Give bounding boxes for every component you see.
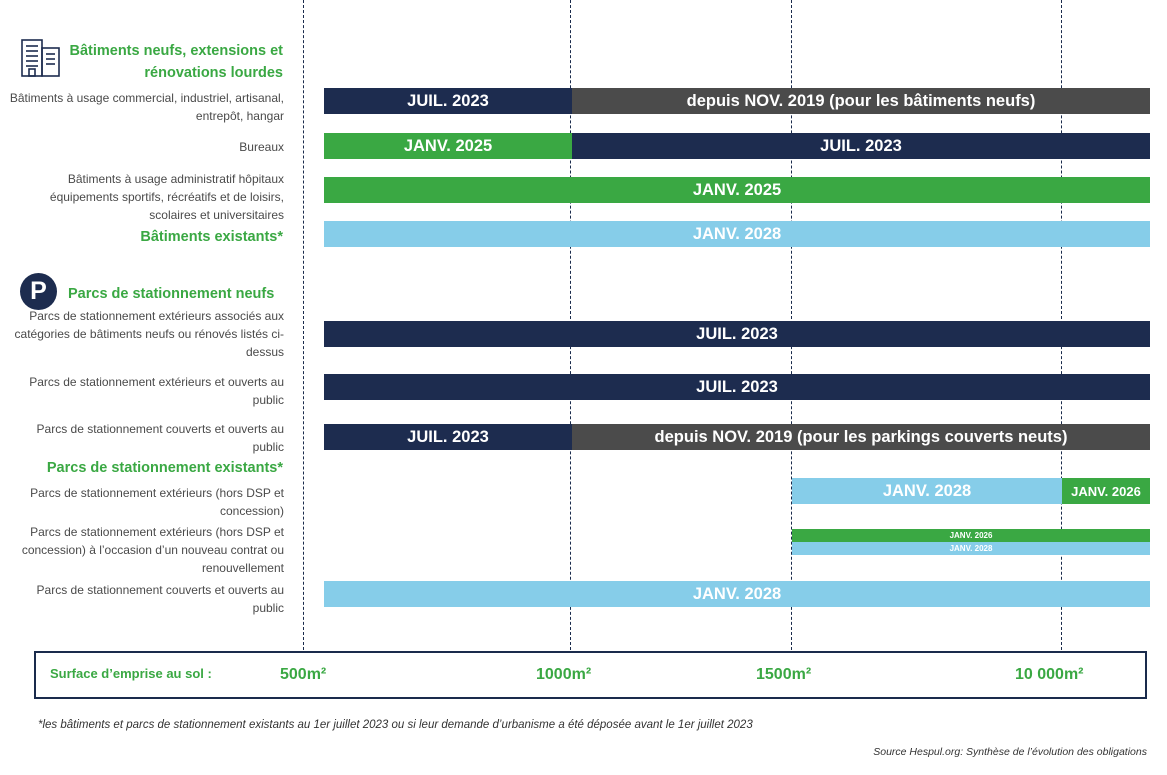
parking-icon: P <box>20 273 57 310</box>
threshold-line-500 <box>303 0 304 650</box>
row-label-bureaux: Bureaux <box>239 140 284 154</box>
row-label-parking-associes: Parcs de stationnement extérieurs associ… <box>14 309 284 359</box>
bar-bureaux-juil2023: JUIL. 2023 <box>572 133 1150 159</box>
row-label-parking-existants-ext: Parcs de stationnement extérieurs (hors … <box>30 486 284 518</box>
footnote: *les bâtiments et parcs de stationnement… <box>38 719 753 731</box>
row-label-administratif: Bâtiments à usage administratif hôpitaux… <box>49 172 284 222</box>
section-existing-parkings: Parcs de stationnement existants* <box>46 460 283 476</box>
tick-10000: 10 000m² <box>1015 666 1084 683</box>
bar-parking-couverts-janv2028: JANV. 2028 <box>324 581 1150 607</box>
building-icon <box>21 39 60 77</box>
surface-axis-title: Surface d’emprise au sol : <box>50 666 212 681</box>
source-credit: Source Hespul.org: Synthèse de l’évoluti… <box>873 746 1147 758</box>
parking-icon-letter: P <box>30 277 47 305</box>
bar-parking-couverts-juil2023: JUIL. 2023 <box>324 424 572 450</box>
row-label-parking-existants-couverts: Parcs de stationnement couverts et ouver… <box>36 583 284 615</box>
bar-administratif-janv2025: JANV. 2025 <box>324 177 1150 203</box>
bar-commercial-nov2019: depuis NOV. 2019 (pour les bâtiments neu… <box>572 88 1150 114</box>
bar-parking-ext-janv2028: JANV. 2028 <box>792 478 1062 504</box>
bar-parking-associes-juil2023: JUIL. 2023 <box>324 321 1150 347</box>
row-label-parking-couverts: Parcs de stationnement couverts et ouver… <box>36 422 284 454</box>
bar-commercial-juil2023: JUIL. 2023 <box>324 88 572 114</box>
tick-500: 500m² <box>280 666 327 683</box>
section-existing-buildings: Bâtiments existants* <box>140 229 283 245</box>
bar-existants-janv2028: JANV. 2028 <box>324 221 1150 247</box>
row-label-parking-existants-contrat: Parcs de stationnement extérieurs (hors … <box>21 525 284 575</box>
row-label-parking-ouverts: Parcs de stationnement extérieurs et ouv… <box>29 375 284 407</box>
bar-parking-ext-janv2026: JANV. 2026 <box>1062 478 1150 504</box>
bar-bureaux-janv2025: JANV. 2025 <box>324 133 572 159</box>
section-new-parkings: Parcs de stationnement neufs <box>68 286 275 302</box>
tick-1500: 1500m² <box>756 666 812 683</box>
bar-parking-contrat-janv2028: JANV. 2028 <box>792 542 1150 555</box>
section-new-buildings: Bâtiments neufs, extensions et rénovatio… <box>69 43 283 81</box>
row-label-commercial: Bâtiments à usage commercial, industriel… <box>9 91 284 123</box>
bar-parking-couverts-nov2019: depuis NOV. 2019 (pour les parkings couv… <box>572 424 1150 450</box>
tick-1000: 1000m² <box>536 666 592 683</box>
bar-parking-ouverts-juil2023: JUIL. 2023 <box>324 374 1150 400</box>
surface-axis-box <box>34 651 1147 699</box>
bar-parking-contrat-janv2026: JANV. 2026 <box>792 529 1150 542</box>
